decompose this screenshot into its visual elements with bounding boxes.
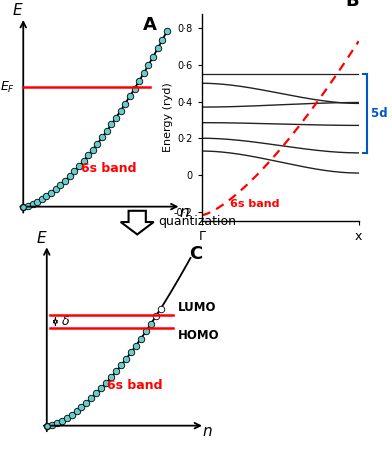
Point xyxy=(103,127,110,135)
Text: n: n xyxy=(180,205,189,220)
Text: n: n xyxy=(203,424,212,439)
Point xyxy=(44,422,50,430)
Point xyxy=(57,182,64,189)
Point xyxy=(73,407,80,415)
Point xyxy=(48,189,54,197)
Point xyxy=(43,192,49,200)
Point xyxy=(108,121,114,128)
Point xyxy=(29,201,36,208)
Text: HOMO: HOMO xyxy=(178,329,219,342)
Text: quantization: quantization xyxy=(158,215,236,228)
Text: δ: δ xyxy=(62,315,69,328)
Point xyxy=(88,394,94,402)
Point xyxy=(122,100,129,107)
Point xyxy=(103,379,109,387)
Point xyxy=(133,342,139,349)
Point xyxy=(150,53,156,61)
Point xyxy=(93,390,100,397)
Text: 6s band: 6s band xyxy=(81,162,136,175)
Point xyxy=(118,107,124,114)
Point xyxy=(127,92,133,100)
Point xyxy=(83,399,89,406)
Point xyxy=(123,355,129,363)
Point xyxy=(85,152,91,159)
Point xyxy=(53,186,59,193)
Point xyxy=(138,335,144,342)
Point xyxy=(49,421,55,429)
Point xyxy=(154,45,161,52)
Point xyxy=(94,140,101,147)
Point xyxy=(20,203,26,210)
Point xyxy=(152,313,159,320)
Text: C: C xyxy=(189,245,203,263)
FancyArrow shape xyxy=(121,211,154,234)
Y-axis label: Energy (ryd): Energy (ryd) xyxy=(163,82,172,152)
Text: E: E xyxy=(13,3,22,18)
Point xyxy=(108,374,114,381)
Point xyxy=(98,384,104,392)
Point xyxy=(39,196,45,203)
Point xyxy=(143,328,149,335)
Point xyxy=(58,417,65,425)
Point xyxy=(64,414,70,421)
Point xyxy=(99,134,105,141)
Text: 6s band: 6s band xyxy=(107,379,163,392)
Point xyxy=(76,163,82,170)
Point xyxy=(118,362,124,369)
Point xyxy=(80,157,87,165)
Point xyxy=(145,61,152,69)
Point xyxy=(113,114,119,121)
Text: E: E xyxy=(36,231,46,246)
Point xyxy=(67,172,73,180)
Point xyxy=(136,77,142,85)
Point xyxy=(113,368,119,375)
Point xyxy=(148,320,154,328)
Point xyxy=(69,411,75,418)
Text: 5d band: 5d band xyxy=(371,107,392,120)
Point xyxy=(159,36,165,44)
Text: $E_F$: $E_F$ xyxy=(0,80,15,95)
Point xyxy=(78,404,85,411)
Point xyxy=(164,28,170,35)
Text: 6s band: 6s band xyxy=(230,199,279,209)
Text: A: A xyxy=(143,16,157,34)
Point xyxy=(141,70,147,77)
Text: B: B xyxy=(345,0,359,10)
Point xyxy=(90,146,96,153)
Point xyxy=(34,198,40,206)
Point xyxy=(128,349,134,356)
Point xyxy=(62,177,68,184)
Point xyxy=(131,85,138,92)
Point xyxy=(71,168,77,175)
Point xyxy=(158,305,164,312)
Point xyxy=(25,202,31,209)
Text: LUMO: LUMO xyxy=(178,301,216,314)
Point xyxy=(54,420,60,427)
